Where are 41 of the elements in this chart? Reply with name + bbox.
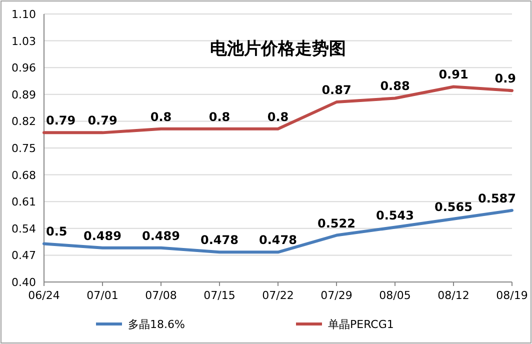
legend-label: 单晶PERCG1: [328, 318, 394, 331]
data-label: 0.79: [88, 114, 118, 128]
y-tick-label: 0.68: [12, 168, 36, 182]
x-tick-label: 07/15: [204, 289, 236, 302]
data-label: 0.522: [318, 216, 356, 230]
x-tick-label: 07/29: [320, 289, 352, 302]
data-label: 0.5: [46, 224, 68, 239]
y-tick-label: 0.54: [12, 222, 36, 236]
data-label: 0.587: [478, 191, 516, 206]
data-label: 0.8: [208, 110, 230, 124]
y-tick-label: 0.96: [12, 62, 36, 75]
y-tick-label: 1.10: [12, 8, 36, 21]
x-tick-label: 06/24: [28, 289, 60, 302]
data-label: 0.8: [267, 110, 289, 124]
legend-label: 多晶18.6%: [128, 318, 185, 331]
data-label: 0.478: [259, 233, 297, 248]
data-label: 0.88: [380, 79, 410, 94]
data-label: 0.8: [150, 110, 172, 124]
x-tick-label: 07/01: [86, 289, 118, 302]
data-label: 0.489: [84, 228, 122, 243]
data-label: 0.478: [200, 233, 238, 248]
x-tick-label: 08/19: [496, 289, 528, 302]
data-label: 0.79: [46, 114, 76, 128]
y-tick-label: 1.03: [12, 34, 36, 48]
y-tick-label: 0.75: [12, 142, 36, 155]
data-label: 0.489: [142, 228, 180, 243]
y-tick-label: 0.89: [12, 88, 36, 102]
y-tick-label: 0.47: [12, 249, 36, 262]
y-tick-label: 0.82: [12, 115, 36, 128]
y-tick-label: 0.61: [12, 196, 36, 209]
x-tick-label: 07/08: [145, 289, 177, 302]
text: 电池片价格走势图: [210, 39, 346, 59]
data-label: 0.9: [494, 72, 516, 86]
y-tick-label: 0.40: [12, 276, 36, 289]
x-tick-label: 08/05: [379, 289, 411, 302]
data-label: 0.87: [322, 83, 352, 98]
data-label: 0.91: [438, 68, 468, 82]
x-tick-label: 08/12: [438, 289, 470, 302]
data-label: 0.565: [434, 200, 472, 214]
x-tick-label: 07/22: [262, 289, 294, 302]
data-label: 0.543: [376, 208, 414, 222]
